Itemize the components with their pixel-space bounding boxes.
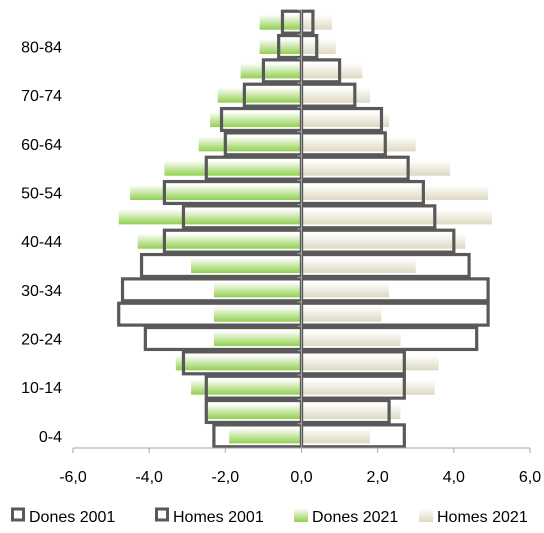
bar-dones-2021-15-19: [175, 355, 302, 371]
legend: Dones 2001 Homes 2001 Dones 2021 Homes 2021: [11, 507, 528, 526]
y-tick-label-20-24: 20-24: [21, 332, 62, 349]
bar-dones-2021-55-59: [164, 160, 302, 176]
y-tick-label-60-64: 60-64: [21, 137, 62, 154]
bar-dones-2021-75-79: [240, 63, 302, 79]
axes-group: 0-4 10-14 20-24 30-34 40-44 50-54 60-64 70-74 80…: [21, 9, 541, 486]
bar-homes-2021-10-14: [301, 379, 435, 395]
x-tick-label: 0,0: [290, 469, 312, 486]
bars-2021-group: [118, 14, 492, 444]
bar-homes-2021-80-84: [301, 38, 336, 55]
bar-dones-2021-25-29: [213, 306, 302, 322]
bar-homes-2021-35-39: [301, 257, 416, 274]
bar-homes-2021-45-49: [301, 209, 492, 225]
y-tick-label-50-54: 50-54: [21, 186, 62, 203]
bar-dones-2021-60-64: [198, 136, 302, 152]
bar-homes-2021-40-44: [301, 233, 466, 249]
bar-homes-2021-65-69: [301, 111, 390, 128]
bar-homes-2021-20-24: [301, 330, 401, 347]
bar-dones-2021-80-84: [259, 38, 302, 55]
y-tick-label-0-4: 0-4: [39, 429, 62, 446]
bar-dones-2021-5-9: [206, 403, 302, 420]
bar-dones-2021-70-74: [217, 87, 302, 103]
legend-label-dones-2001: Dones 2001: [29, 509, 115, 526]
x-tick-label: 6,0: [519, 469, 541, 486]
bar-dones-2021-20-24: [213, 330, 302, 347]
x-tick-label: -2,0: [212, 469, 240, 486]
legend-label-dones-2021: Dones 2021: [312, 509, 398, 526]
bar-homes-2021-15-19: [301, 355, 439, 371]
x-tick-label: -4,0: [135, 469, 163, 486]
bar-homes-2021-60-64: [301, 136, 416, 152]
bar-dones-2021-35-39: [191, 257, 302, 274]
legend-swatch-homes-2021: [419, 508, 433, 522]
bar-homes-2021-75-79: [301, 63, 363, 79]
bar-dones-2021-10-14: [191, 379, 302, 395]
bar-homes-2021-0-4: [301, 428, 371, 444]
bar-homes-2021-25-29: [301, 306, 382, 322]
legend-swatch-dones-2001: [11, 507, 25, 522]
legend-swatch-dones-2021: [294, 508, 308, 522]
bar-dones-2021-65-69: [210, 111, 302, 128]
legend-swatch-homes-2001: [155, 507, 169, 522]
y-tick-label-30-34: 30-34: [21, 283, 62, 300]
bar-homes-2021-50-54: [301, 184, 489, 201]
x-tick-label: 4,0: [443, 469, 465, 486]
y-tick-label-40-44: 40-44: [21, 234, 62, 251]
bar-homes-2021-30-34: [301, 282, 390, 298]
bar-homes-2021-5-9: [301, 403, 401, 420]
y-tick-label-80-84: 80-84: [21, 40, 62, 57]
x-tick-label: -6,0: [59, 469, 87, 486]
bar-dones-2021-0-4: [229, 428, 302, 444]
legend-label-homes-2021: Homes 2021: [437, 509, 528, 526]
x-tick-label: 2,0: [367, 469, 389, 486]
bar-dones-2021-85+: [259, 14, 302, 30]
y-tick-label-70-74: 70-74: [21, 88, 62, 105]
bar-dones-2021-45-49: [118, 209, 302, 225]
bar-homes-2021-85+: [301, 14, 332, 30]
y-tick-label-10-14: 10-14: [21, 380, 62, 397]
bar-homes-2021-70-74: [301, 87, 371, 103]
bar-dones-2021-40-44: [137, 233, 302, 249]
bar-dones-2021-50-54: [130, 184, 302, 201]
bar-homes-2021-55-59: [301, 160, 451, 176]
legend-label-homes-2001: Homes 2001: [173, 509, 264, 526]
bar-dones-2021-30-34: [213, 282, 302, 298]
